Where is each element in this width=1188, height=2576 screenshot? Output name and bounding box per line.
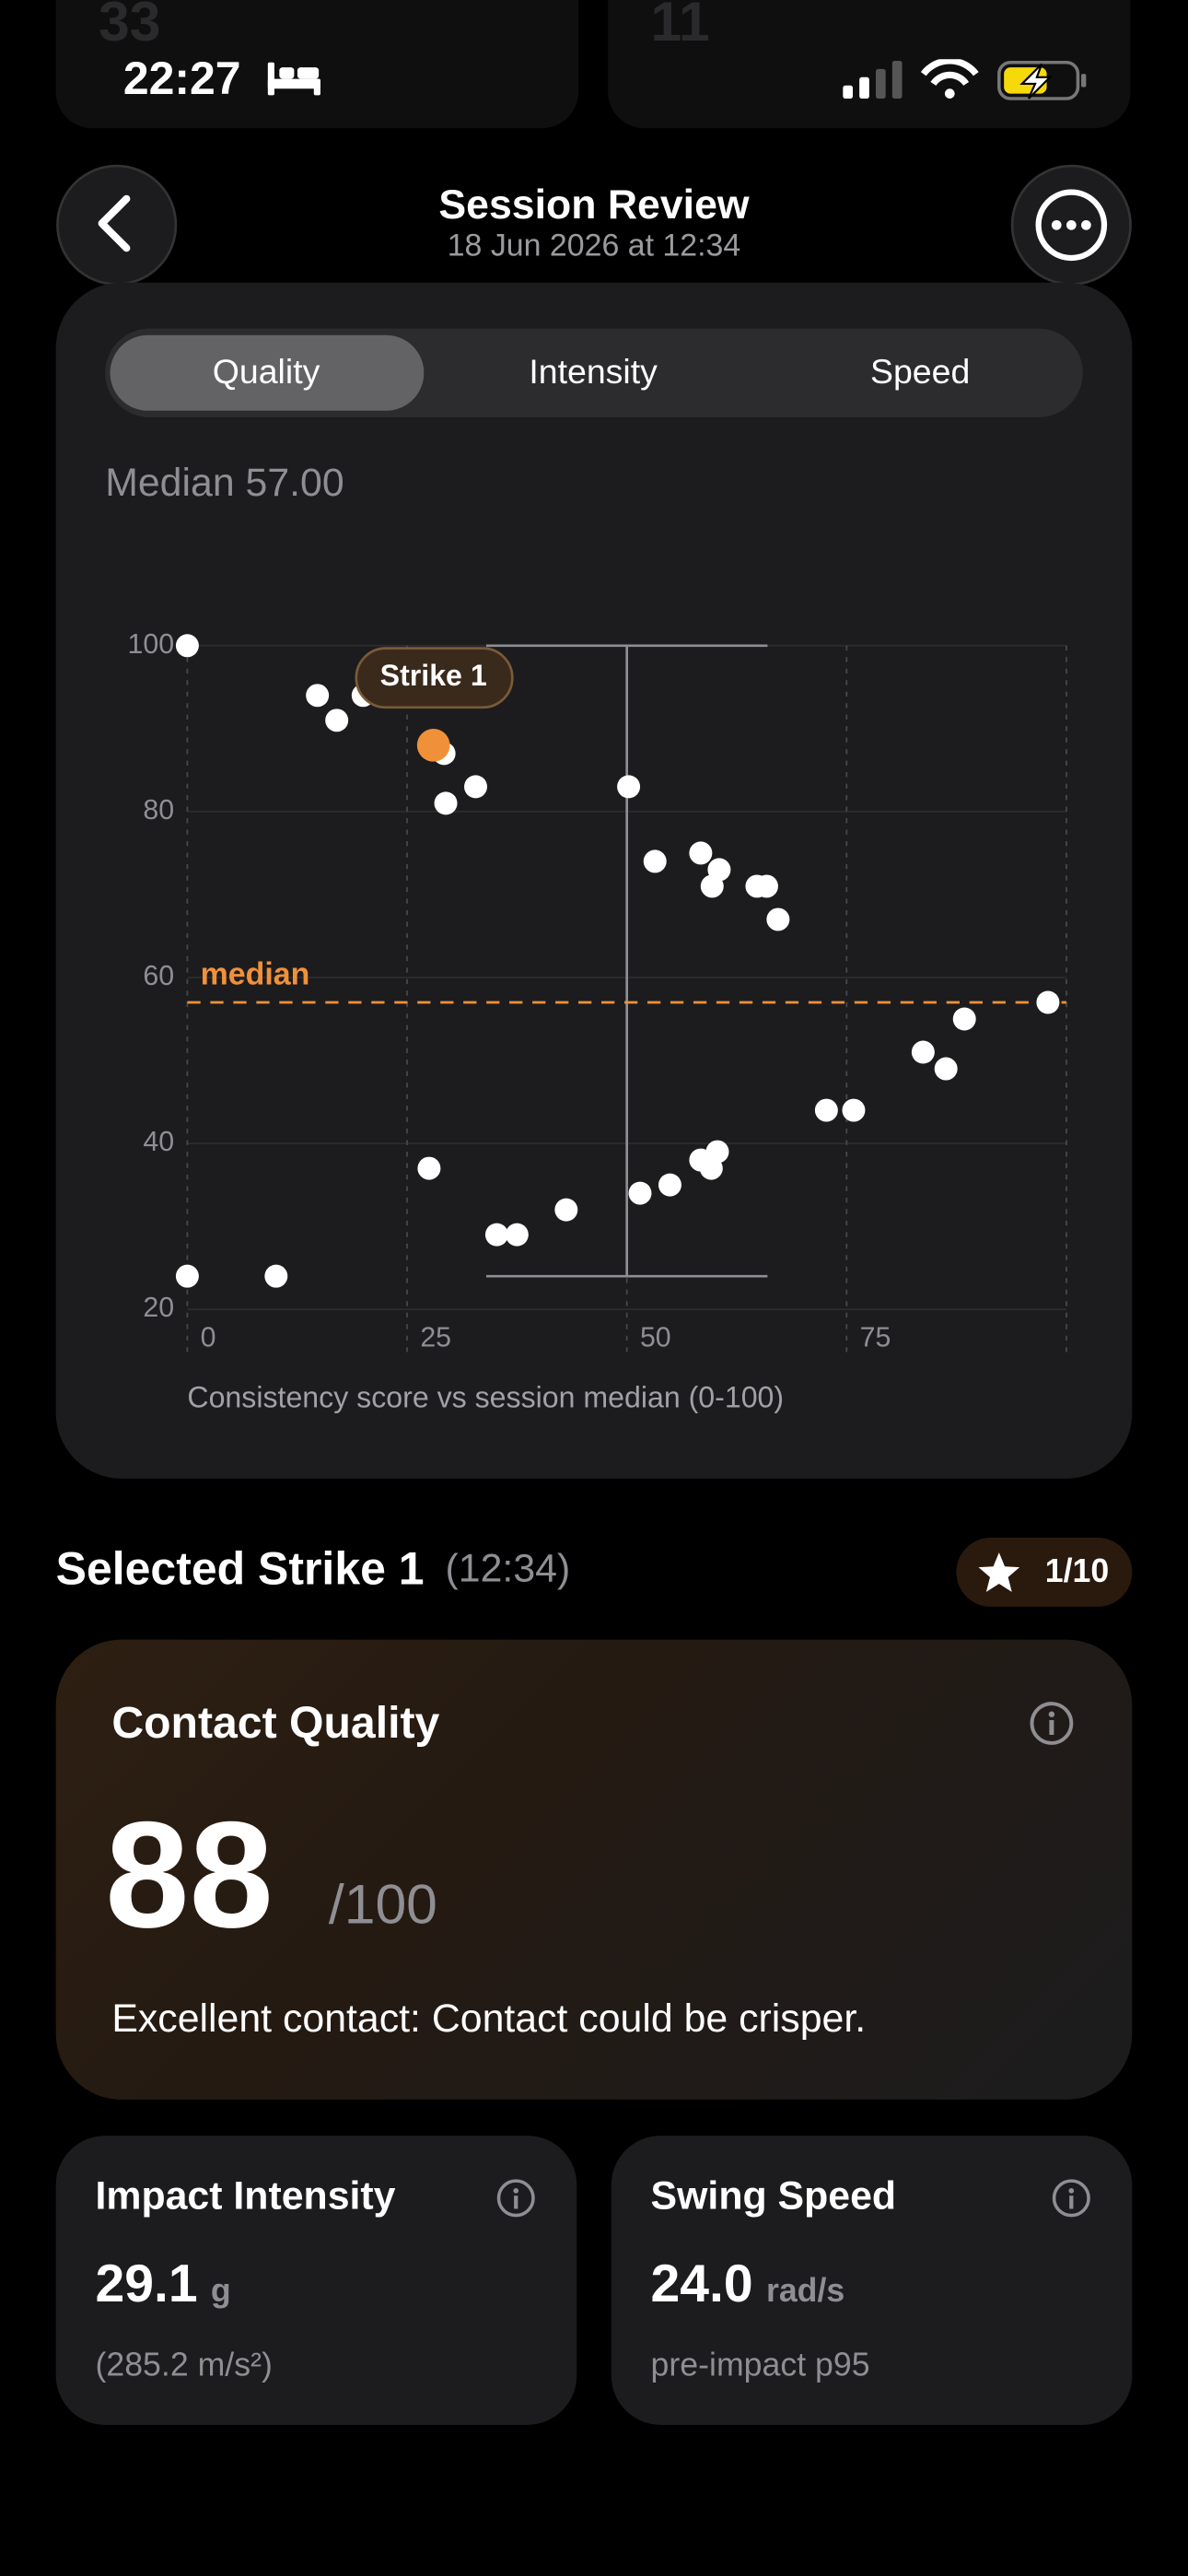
status-icons <box>843 59 1087 100</box>
point <box>814 1098 838 1122</box>
metric-title: Impact Intensity <box>95 2174 396 2219</box>
point <box>325 708 349 732</box>
metric-title: Swing Speed <box>650 2174 897 2219</box>
point <box>617 775 641 799</box>
point <box>842 1098 866 1122</box>
tile-value: 11 <box>650 0 710 54</box>
point <box>911 1040 935 1064</box>
metric-number: 24.0 <box>650 2254 753 2313</box>
metric-unit: rad/s <box>765 2273 845 2310</box>
score: 88 <box>105 1792 274 1960</box>
metric-value: 29.1 g <box>95 2252 230 2314</box>
selected-point <box>416 729 450 762</box>
point <box>175 634 199 658</box>
y-tick-label: 20 <box>143 1293 174 1323</box>
metric-card <box>55 2136 577 2425</box>
point <box>434 791 458 815</box>
tile-value: 33 <box>99 0 161 54</box>
metric-card <box>611 2136 1133 2425</box>
point <box>766 907 790 931</box>
info-icon[interactable] <box>1029 1701 1075 1747</box>
point <box>264 1264 288 1288</box>
point <box>484 1223 508 1247</box>
point <box>934 1057 958 1081</box>
point <box>554 1198 578 1222</box>
y-tick-label: 40 <box>143 1127 174 1157</box>
x-tick-label: 50 <box>640 1322 671 1352</box>
selection-time: (12:34) <box>445 1547 571 1592</box>
x-tick-label: 25 <box>420 1322 451 1352</box>
card-title: Contact Quality <box>111 1698 440 1748</box>
point <box>700 874 724 898</box>
median-summary: Median 57.00 <box>105 461 344 506</box>
point <box>175 1264 199 1288</box>
star-icon <box>978 1552 1020 1592</box>
selected-tab[interactable] <box>110 334 425 411</box>
score-max: /100 <box>328 1873 437 1937</box>
point <box>689 1148 713 1172</box>
point <box>754 874 778 898</box>
sleep-icon <box>267 62 320 96</box>
point <box>417 1156 441 1180</box>
more-button[interactable] <box>1009 163 1135 288</box>
point <box>628 1181 652 1205</box>
point <box>643 849 667 873</box>
contact-card <box>55 1639 1133 2100</box>
metric-number: 29.1 <box>95 2254 198 2313</box>
tab[interactable]: Speed <box>869 354 971 392</box>
metric-unit: g <box>210 2273 231 2310</box>
status-time: 22:27 <box>122 53 241 104</box>
metric-detail: pre-impact p95 <box>650 2348 870 2384</box>
page-title: Session Review <box>438 181 750 228</box>
point <box>505 1223 529 1247</box>
x-axis-label: Consistency score vs session median (0-1… <box>187 1381 784 1414</box>
tab[interactable]: Intensity <box>529 354 658 392</box>
x-tick-label: 0 <box>201 1322 216 1352</box>
point <box>306 684 330 708</box>
chart-card <box>55 282 1133 1479</box>
info-icon[interactable] <box>496 2178 536 2218</box>
rank-text: 1/10 <box>1044 1553 1110 1591</box>
score-description: Excellent contact: Contact could be cris… <box>111 1996 867 2042</box>
info-icon[interactable] <box>1052 2178 1091 2218</box>
point <box>1036 990 1060 1014</box>
page-subtitle: 18 Jun 2026 at 12:34 <box>447 228 741 264</box>
median-label: median <box>201 956 310 991</box>
background-tile <box>55 0 579 129</box>
y-tick-label: 80 <box>143 795 174 825</box>
scatter-chart: 20 40 60 80 100 0 25 50 75 Consistency score vs s… <box>128 629 1067 1414</box>
tab[interactable]: Quality <box>212 354 320 392</box>
point <box>658 1173 681 1197</box>
y-tick-label: 100 <box>128 629 175 660</box>
annotation-label: Strike 1 <box>380 659 487 692</box>
x-tick-label: 75 <box>860 1322 891 1352</box>
point <box>952 1007 976 1031</box>
point <box>464 775 487 799</box>
metric-value: 24.0 rad/s <box>651 2252 845 2314</box>
metric-detail: (285.2 m/s²) <box>95 2348 273 2384</box>
point <box>689 841 713 865</box>
annotation-box <box>355 647 514 709</box>
back-button[interactable] <box>54 163 180 288</box>
selection-title: Selected Strike 1 <box>55 1542 425 1595</box>
y-tick-label: 60 <box>143 961 174 991</box>
